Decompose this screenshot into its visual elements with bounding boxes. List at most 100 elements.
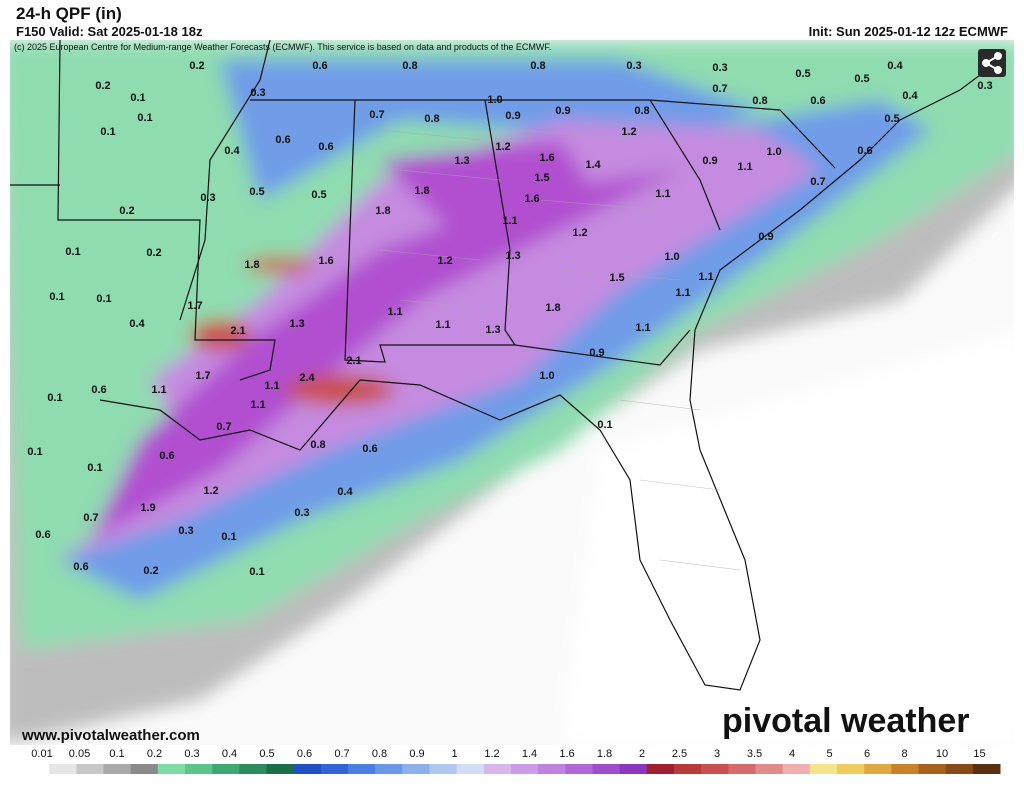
qpf-label: 0.4 [337, 486, 353, 498]
colorbar-label: 3.5 [747, 748, 762, 760]
qpf-label: 0.2 [119, 205, 134, 217]
qpf-label: 1.1 [250, 399, 265, 411]
colorbar-label: 10 [936, 748, 948, 760]
colorbar-swatch [592, 764, 621, 774]
share-icon [982, 52, 1002, 74]
colorbar-swatch [674, 764, 702, 774]
qpf-label: 0.1 [130, 92, 145, 104]
colorbar-swatch [456, 764, 485, 774]
qpf-label: 1.8 [375, 205, 390, 217]
qpf-label: 0.8 [634, 105, 649, 117]
colorbar-swatch [809, 764, 838, 774]
qpf-label: 0.2 [95, 80, 110, 92]
qpf-label: 0.5 [249, 186, 264, 198]
qpf-label: 0.3 [626, 60, 641, 72]
colorbar-label: 0.6 [297, 748, 312, 760]
qpf-label: 0.3 [294, 507, 309, 519]
qpf-label: 0.9 [589, 347, 604, 359]
qpf-label: 1.0 [664, 251, 679, 263]
colorbar-swatch [103, 764, 132, 774]
qpf-label: 1.1 [698, 271, 713, 283]
colorbar-swatch [646, 764, 675, 774]
qpf-label: 1.0 [766, 146, 781, 158]
qpf-label: 0.3 [250, 87, 265, 99]
qpf-label: 1.1 [264, 380, 279, 392]
colorbar-swatch [728, 764, 756, 774]
colorbar-swatch [837, 764, 865, 774]
colorbar-swatch [891, 764, 919, 774]
source-url: www.pivotalweather.com [21, 727, 200, 744]
colorbar-swatch [619, 764, 648, 774]
colorbar-label: 0.05 [69, 748, 90, 760]
qpf-label: 0.7 [810, 176, 825, 188]
qpf-label: 0.9 [702, 155, 717, 167]
qpf-label: 1.1 [675, 287, 690, 299]
qpf-label: 0.6 [73, 561, 88, 573]
colorbar-label: 1.6 [559, 748, 574, 760]
qpf-label: 0.5 [854, 73, 869, 85]
qpf-label: 0.6 [275, 134, 290, 146]
colorbar-swatch [429, 764, 458, 774]
colorbar-label: 1.8 [597, 748, 612, 760]
qpf-label: 0.4 [887, 60, 903, 72]
qpf-label: 0.1 [100, 126, 115, 138]
qpf-label: 1.6 [318, 255, 333, 267]
qpf-label: 1.1 [502, 215, 517, 227]
qpf-label: 1.5 [609, 272, 624, 284]
qpf-label: 1.7 [195, 370, 210, 382]
qpf-label: 0.6 [362, 443, 377, 455]
qpf-label: 1.1 [387, 306, 402, 318]
qpf-label: 1.7 [187, 300, 202, 312]
colorbar-swatch [76, 764, 104, 774]
qpf-label: 0.1 [221, 531, 236, 543]
colorbar-swatch [701, 764, 729, 774]
colorbar-swatch [945, 764, 974, 774]
qpf-label: 0.6 [318, 141, 333, 153]
qpf-label: 0.2 [143, 565, 158, 577]
qpf-label: 0.5 [884, 113, 899, 125]
qpf-label: 0.4 [129, 318, 145, 330]
qpf-label: 1.8 [244, 259, 259, 271]
colorbar-label: 0.3 [184, 748, 199, 760]
qpf-label: 0.1 [47, 392, 62, 404]
qpf-label: 1.1 [655, 188, 670, 200]
colorbar-label: 6 [864, 748, 870, 760]
qpf-label: 0.7 [712, 83, 727, 95]
qpf-label: 1.2 [495, 141, 510, 153]
qpf-label: 0.9 [555, 105, 570, 117]
qpf-label: 1.9 [140, 502, 155, 514]
colorbar-label: 0.8 [372, 748, 387, 760]
qpf-label: 0.4 [224, 145, 240, 157]
qpf-label: 0.7 [83, 512, 98, 524]
qpf-label: 0.1 [137, 112, 152, 124]
init-time: Init: Sun 2025-01-12 12z ECMWF [808, 24, 1008, 39]
qpf-label: 0.7 [216, 421, 231, 433]
qpf-label: 0.3 [178, 525, 193, 537]
qpf-label: 1.1 [737, 161, 752, 173]
qpf-label: 0.1 [249, 566, 264, 578]
qpf-label: 0.4 [902, 90, 918, 102]
qpf-label: 0.8 [752, 95, 767, 107]
colorbar-swatch [375, 764, 403, 774]
qpf-label: 0.3 [712, 62, 727, 74]
qpf-label: 1.2 [572, 227, 587, 239]
colorbar-swatch [22, 764, 50, 774]
colorbar-swatch [755, 764, 784, 774]
copyright: (c) 2025 European Centre for Medium-rang… [14, 42, 551, 52]
qpf-label: 0.2 [189, 60, 204, 72]
qpf-label: 0.2 [146, 247, 161, 259]
colorbar-swatch [782, 764, 811, 774]
title: 24-h QPF (in) [16, 4, 122, 23]
colorbar-label: 0.4 [222, 748, 237, 760]
qpf-label: 0.6 [159, 450, 174, 462]
qpf-label: 0.8 [402, 60, 417, 72]
colorbar-swatch [864, 764, 892, 774]
colorbar-swatch [239, 764, 267, 774]
colorbar-swatch [293, 764, 322, 774]
colorbar-swatch [348, 764, 376, 774]
colorbar-label: 0.2 [147, 748, 162, 760]
qpf-label: 1.2 [621, 126, 636, 138]
colorbar-label: 5 [826, 748, 832, 760]
